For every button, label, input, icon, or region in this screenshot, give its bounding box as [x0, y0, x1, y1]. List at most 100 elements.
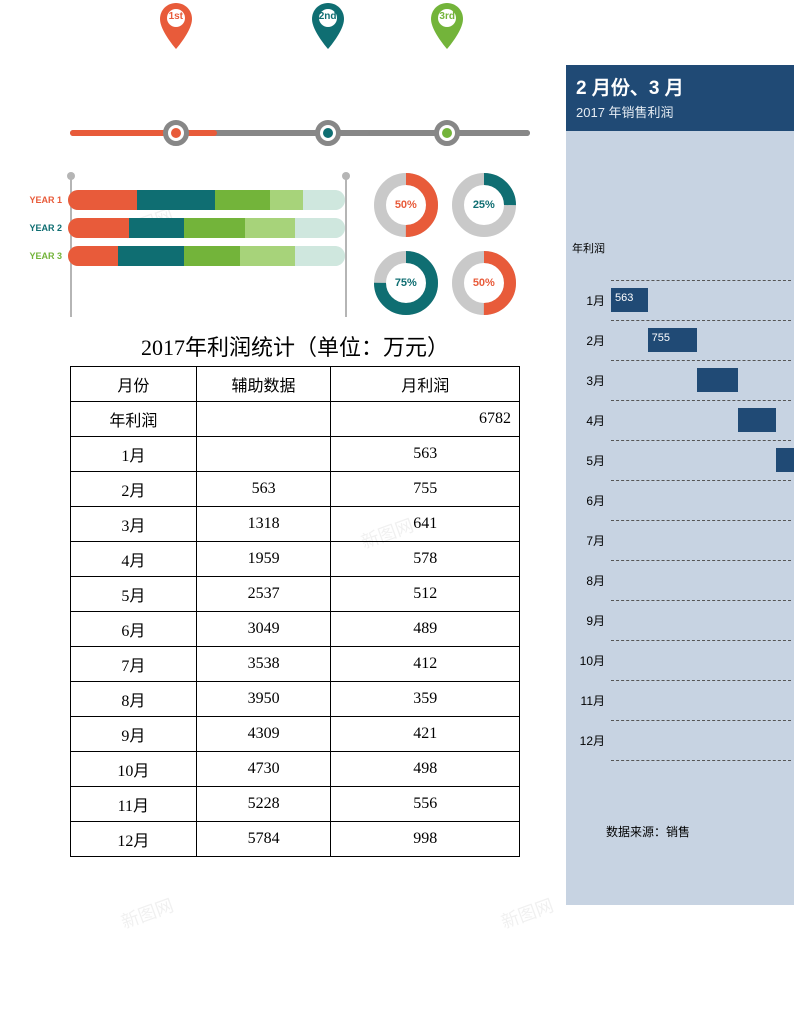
watermark: 新图网	[497, 892, 557, 935]
cell-value: 489	[331, 612, 520, 647]
timeline-marker: 2nd	[310, 3, 346, 49]
timeline-node	[315, 120, 341, 146]
marker-label: 2nd	[310, 11, 346, 22]
cell-value: 512	[331, 577, 520, 612]
map-pin-icon: 1st	[158, 3, 194, 49]
bar-segment	[68, 218, 129, 238]
grid-line	[611, 440, 791, 441]
cell-aux: 3049	[196, 612, 331, 647]
cell-value: 498	[331, 752, 520, 787]
waterfall-month-label: 1月	[575, 292, 605, 309]
grid-line	[611, 480, 791, 481]
waterfall-month-label: 2月	[575, 332, 605, 349]
table-row: 11月5228556	[71, 787, 520, 822]
timeline-marker: 3rd	[429, 3, 465, 49]
cell-value: 6782	[331, 402, 520, 437]
waterfall-month-label: 7月	[575, 532, 605, 549]
map-pin-icon: 2nd	[310, 3, 346, 49]
waterfall-value: 755	[652, 332, 670, 344]
donut-chart: 50%	[450, 249, 518, 317]
waterfall-month-label: 11月	[575, 692, 605, 709]
bar-segment	[215, 190, 270, 210]
marker-label: 1st	[158, 11, 194, 22]
cell-value: 641	[331, 507, 520, 542]
cell-month: 7月	[71, 647, 197, 682]
waterfall-month-label: 12月	[575, 732, 605, 749]
year-bar	[68, 246, 345, 266]
timeline-marker: 1st	[158, 3, 194, 49]
table-row: 12月5784998	[71, 822, 520, 857]
col-month: 月份	[71, 367, 197, 402]
waterfall-row: 10月	[611, 640, 791, 680]
cell-month: 5月	[71, 577, 197, 612]
bar-segment	[240, 246, 295, 266]
bar-segment	[137, 190, 215, 210]
cell-aux: 1959	[196, 542, 331, 577]
cell-month: 6月	[71, 612, 197, 647]
timeline-node	[163, 120, 189, 146]
grid-line	[611, 760, 791, 761]
timeline-segment	[70, 130, 217, 136]
table-row: 5月2537512	[71, 577, 520, 612]
grid-line	[611, 520, 791, 521]
axis-label: 年利润	[572, 240, 605, 256]
grid-line	[611, 680, 791, 681]
bar-segment	[184, 246, 239, 266]
donut-label: 75%	[372, 249, 440, 317]
year-label: YEAR 3	[22, 251, 68, 261]
cell-month: 3月	[71, 507, 197, 542]
cell-aux	[196, 402, 331, 437]
cell-month: 4月	[71, 542, 197, 577]
side-header: 2 月份、3 月 2017 年销售利润	[566, 65, 794, 131]
waterfall-bar	[738, 408, 776, 432]
bar-segment	[245, 218, 295, 238]
table-row: 8月3950359	[71, 682, 520, 717]
cell-aux: 3950	[196, 682, 331, 717]
cell-value: 563	[331, 437, 520, 472]
cell-aux: 2537	[196, 577, 331, 612]
waterfall-bar	[776, 448, 794, 472]
profit-table: 月份 辅助数据 月利润 年利润67821月5632月5637553月131864…	[70, 366, 520, 857]
waterfall-row: 8月	[611, 560, 791, 600]
cell-value: 998	[331, 822, 520, 857]
timeline-bar	[70, 130, 530, 136]
cell-value: 755	[331, 472, 520, 507]
waterfall-chart: 1月5632月7553月4月5月6月7月8月9月10月11月12月	[611, 280, 791, 761]
cell-aux: 5784	[196, 822, 331, 857]
waterfall-row: 5月	[611, 440, 791, 480]
year-row: YEAR 1	[72, 190, 345, 210]
cell-month: 9月	[71, 717, 197, 752]
grid-line	[611, 600, 791, 601]
donut-label: 50%	[450, 249, 518, 317]
table-row: 10月4730498	[71, 752, 520, 787]
cell-month: 10月	[71, 752, 197, 787]
waterfall-row: 11月	[611, 680, 791, 720]
grid-line	[611, 320, 791, 321]
table-title: 2017年利润统计（单位：万元）	[70, 330, 520, 362]
year-bar	[68, 190, 345, 210]
donut-chart: 25%	[450, 171, 518, 239]
donut-grid: 50%25%75%50%	[372, 171, 530, 317]
bar-segment	[295, 246, 345, 266]
year-row: YEAR 3	[72, 246, 345, 266]
waterfall-month-label: 6月	[575, 492, 605, 509]
waterfall-bar	[697, 368, 739, 392]
cell-aux: 5228	[196, 787, 331, 822]
data-source: 数据来源：销售	[606, 823, 690, 840]
profit-table-block: 2017年利润统计（单位：万元） 月份 辅助数据 月利润 年利润67821月56…	[70, 330, 520, 857]
timeline-segment	[217, 130, 369, 136]
marker-label: 3rd	[429, 11, 465, 22]
grid-line	[611, 720, 791, 721]
bar-segment	[270, 190, 303, 210]
bar-segment	[68, 190, 137, 210]
grid-line	[611, 360, 791, 361]
grid-line	[611, 640, 791, 641]
cell-aux: 3538	[196, 647, 331, 682]
waterfall-month-label: 3月	[575, 372, 605, 389]
waterfall-row: 6月	[611, 480, 791, 520]
donut-chart: 75%	[372, 249, 440, 317]
map-pin-icon: 3rd	[429, 3, 465, 49]
bar-segment	[184, 218, 245, 238]
cell-month: 8月	[71, 682, 197, 717]
side-subtitle: 2017 年销售利润	[576, 102, 784, 121]
